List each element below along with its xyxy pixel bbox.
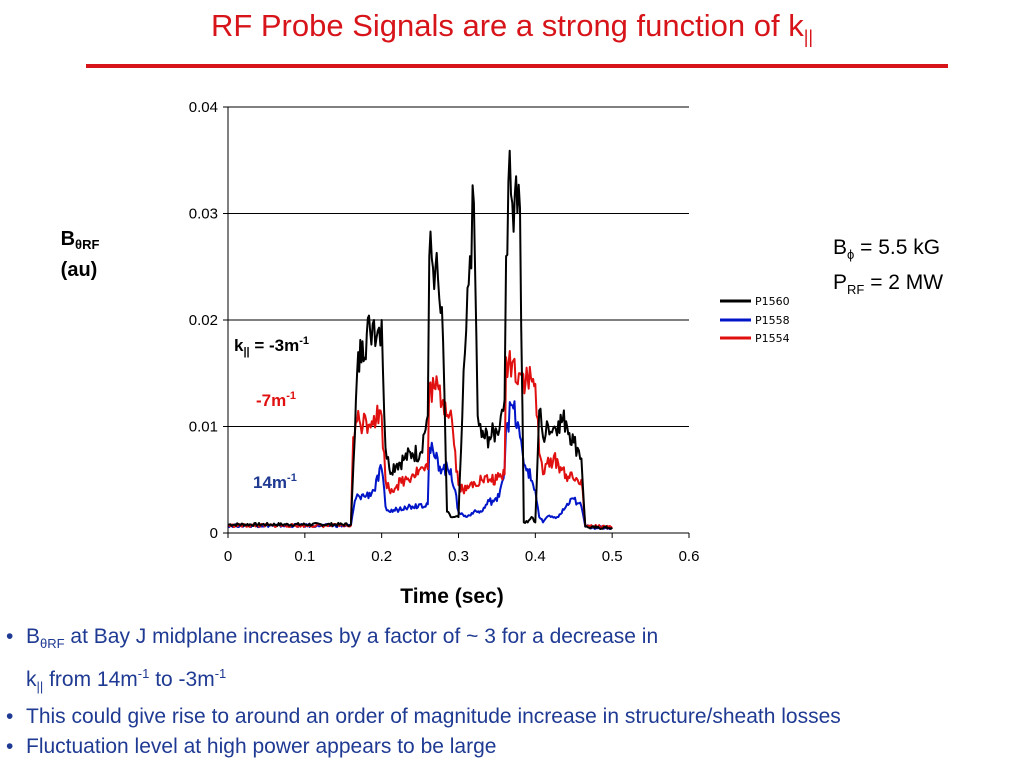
slide-title: RF Probe Signals are a strong function o… <box>0 8 1024 48</box>
series-line-p1560 <box>228 149 613 530</box>
series-group <box>227 149 613 531</box>
legend-label-p1554: P1554 <box>755 332 790 345</box>
y-tick-label: 0.01 <box>189 419 218 436</box>
probe-signal-chart: 0 0.01 0.02 0.03 0.04 0 0.1 0.2 0.3 0.4 0.5 0.6 Bθ… <box>61 99 790 608</box>
y-axis-label: BθRF <box>61 228 100 252</box>
x-ticks: 0 0.1 0.2 0.3 0.4 0.5 0.6 <box>224 533 700 565</box>
legend: P1560 P1558 P1554 <box>720 295 790 345</box>
y-tick-label: 0.03 <box>189 206 218 223</box>
y-tick-label: 0 <box>210 525 218 542</box>
bullet-list: • BθRF at Bay J midplane increases by a … <box>0 622 1024 762</box>
y-tick-label: 0.02 <box>189 312 218 329</box>
rf-power-text: PRF = 2 MW <box>833 271 944 298</box>
annotation-14: 14m-1 <box>253 472 297 492</box>
series-line-p1558 <box>227 400 613 531</box>
bullet-continuation: k|| from 14m-1 to -3m-1 <box>26 666 227 695</box>
x-tick-label: 0 <box>224 548 232 565</box>
y-ticks: 0 0.01 0.02 0.03 0.04 <box>189 99 228 542</box>
bullet-item: • Fluctuation level at high power appear… <box>0 732 1024 762</box>
x-tick-label: 0.5 <box>602 548 623 565</box>
x-tick-label: 0.1 <box>294 548 315 565</box>
y-axis-unit: (au) <box>61 259 98 281</box>
legend-label-p1560: P1560 <box>755 295 790 308</box>
annotation-minus-7: -7m-1 <box>256 390 296 410</box>
x-tick-label: 0.4 <box>525 548 546 565</box>
annotation-k-parallel: k|| = -3m-1 <box>234 335 309 358</box>
x-tick-label: 0.6 <box>679 548 700 565</box>
x-tick-label: 0.2 <box>371 548 392 565</box>
toroidal-field-text: Bϕ = 5.5 kG <box>833 236 941 263</box>
gridlines <box>228 106 689 427</box>
x-axis-label: Time (sec) <box>400 585 504 608</box>
experiment-parameters: Bϕ = 5.5 kG PRF = 2 MW <box>833 234 943 304</box>
title-main-text: RF Probe Signals are a strong function o… <box>210 8 804 43</box>
x-tick-label: 0.3 <box>448 548 469 565</box>
title-underline <box>86 64 948 68</box>
bullet-dot: • <box>6 735 14 759</box>
series-line-p1554 <box>228 350 613 530</box>
bullet-dot: • <box>6 625 14 648</box>
legend-label-p1558: P1558 <box>755 314 790 327</box>
bullet-item: • This could give rise to around an orde… <box>0 702 1024 732</box>
title-subscript: || <box>803 27 814 48</box>
bullet-item: • BθRF at Bay J midplane increases by a … <box>0 622 1024 702</box>
y-tick-label: 0.04 <box>189 99 218 116</box>
y-axis-label-sub: θRF <box>75 237 99 252</box>
bullet-dot: • <box>6 705 14 729</box>
